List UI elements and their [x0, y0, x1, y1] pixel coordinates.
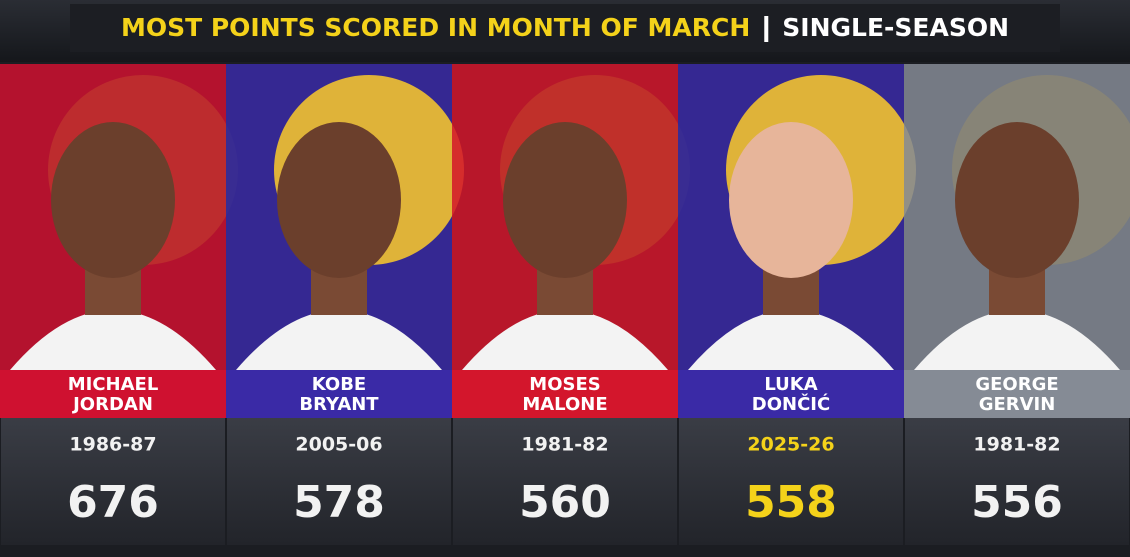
last-name: DONČIĆ — [752, 393, 830, 415]
player-head — [503, 122, 627, 278]
player-shoulders — [10, 310, 216, 370]
title: MOST POINTS SCORED IN MONTH OF MARCH — [121, 13, 750, 42]
last-name: BRYANT — [299, 394, 379, 415]
first-name: KOBE — [312, 374, 366, 395]
stat-panel — [679, 418, 903, 545]
points: 578 — [293, 477, 385, 528]
season: 1981-82 — [521, 434, 608, 456]
name-band — [678, 370, 904, 418]
player-shoulders — [914, 310, 1120, 370]
player-shoulders — [462, 310, 668, 370]
season: 2005-06 — [295, 434, 382, 456]
stat-panel — [905, 418, 1129, 545]
separator — [764, 16, 769, 42]
points: 676 — [67, 477, 159, 528]
points: 560 — [519, 477, 611, 528]
points: 556 — [971, 477, 1063, 528]
player-shoulders — [688, 310, 894, 370]
name-band — [226, 370, 452, 418]
first-name: MOSES — [529, 374, 600, 395]
player-head — [955, 122, 1079, 278]
player-head — [51, 122, 175, 278]
title-plate — [70, 4, 1060, 52]
stat-panel — [227, 418, 451, 545]
season: 1981-82 — [973, 434, 1060, 456]
stat-panel — [1, 418, 225, 545]
season: 1986-87 — [69, 434, 156, 456]
subtitle: SINGLE-SEASON — [782, 13, 1009, 42]
player-shoulders — [236, 310, 442, 370]
first-name: LUKA — [764, 374, 817, 395]
season: 2025-26 — [747, 434, 834, 456]
stat-panel — [453, 418, 677, 545]
player-head — [729, 122, 853, 278]
last-name: MALONE — [522, 394, 607, 415]
first-name: MICHAEL — [68, 374, 159, 395]
points: 558 — [745, 477, 837, 528]
name-band — [0, 370, 226, 418]
player-head — [277, 122, 401, 278]
last-name: GERVIN — [979, 394, 1056, 415]
last-name: JORDAN — [71, 394, 153, 415]
name-band — [452, 370, 678, 418]
name-band — [904, 370, 1130, 418]
first-name: GEORGE — [975, 374, 1058, 395]
